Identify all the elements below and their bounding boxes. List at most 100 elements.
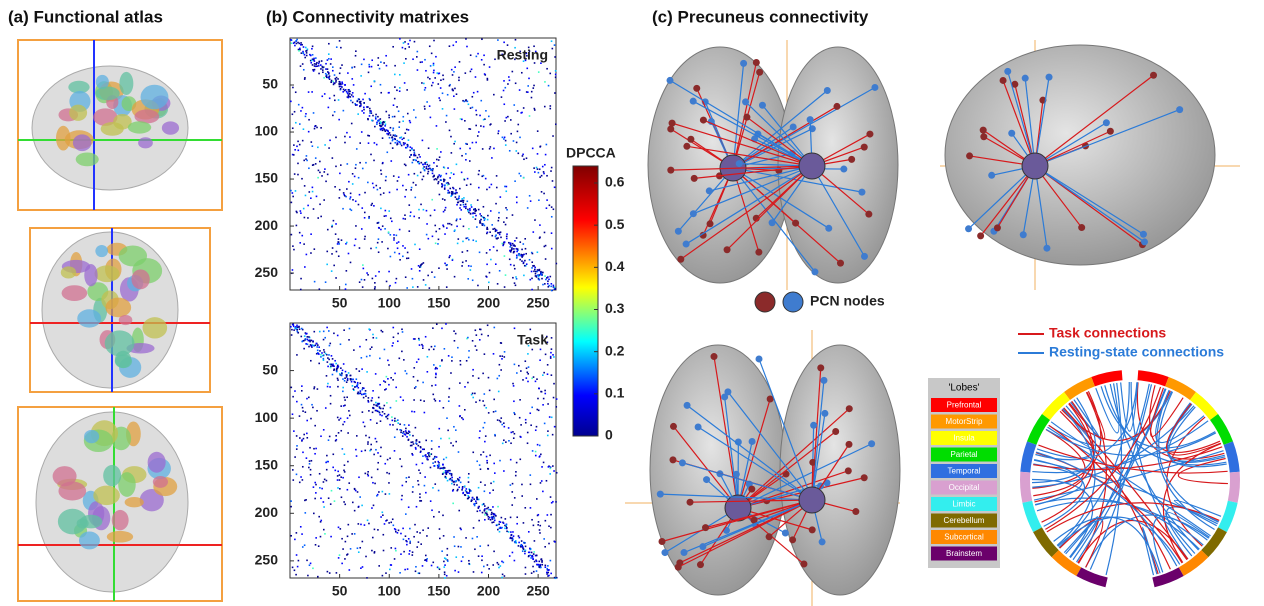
matrix-cell [453,481,455,483]
colorbar [573,166,598,436]
matrix-cell [418,541,420,543]
matrix-cell [344,84,346,86]
matrix-cell [476,334,478,336]
matrix-cell [546,568,548,570]
matrix-cell [323,501,325,503]
matrix-cell [308,167,310,169]
matrix-cell [319,61,321,63]
matrix-cell [520,112,522,114]
matrix-cell [519,399,521,401]
matrix-cell [531,407,533,409]
matrix-cell [471,68,473,70]
matrix-cell [437,183,439,185]
matrix-cell [459,218,461,220]
matrix-cell [367,471,369,473]
matrix-cell [364,217,366,219]
matrix-cell [449,438,451,440]
matrix-cell [459,477,461,479]
matrix-cell [410,211,412,213]
matrix-cell [442,515,444,517]
matrix-cell [305,333,307,335]
matrix-cell [338,255,340,257]
matrix-cell [429,287,431,289]
matrix-cell [472,239,474,241]
matrix-cell [540,454,542,456]
matrix-cell [319,161,321,163]
matrix-cell [389,424,391,426]
matrix-cell [384,413,386,415]
matrix-cell [354,66,356,68]
matrix-cell [335,363,337,365]
matrix-cell [447,190,449,192]
matrix-cell [368,328,370,330]
legend-node [755,292,775,312]
matrix-cell [433,465,435,467]
matrix-cell [393,237,395,239]
matrix-cell [342,387,344,389]
matrix-cell [325,353,327,355]
node [1103,119,1110,126]
matrix-cell [296,474,298,476]
matrix-cell [537,153,539,155]
ring-segment [1020,441,1036,472]
matrix-cell [475,125,477,127]
matrix-cell [535,429,537,431]
matrix-cell [328,58,330,60]
matrix-cell [556,263,558,265]
matrix-cell [346,396,348,398]
matrix-cell [410,189,412,191]
matrix-cell [447,223,449,225]
atlas-region [148,452,166,473]
matrix-cell [537,130,539,132]
matrix-cell [397,143,399,145]
matrix-cell [439,400,441,402]
matrix-cell [390,547,392,549]
matrix-cell [296,532,298,534]
matrix-cell [461,417,463,419]
lobe-label: Insula [953,434,975,443]
matrix-cell [546,480,548,482]
matrix-cell [520,546,522,548]
matrix-cell [350,100,352,102]
matrix-cell [393,175,395,177]
matrix-cell [311,345,313,347]
matrix-cell [351,209,353,211]
matrix-cell [547,565,549,567]
matrix-cell [398,176,400,178]
matrix-cell [359,382,361,384]
matrix-cell [468,265,470,267]
matrix-cell [531,552,533,554]
matrix-cell [416,531,418,533]
matrix-cell [381,125,383,127]
matrix-cell [298,104,300,106]
matrix-cell [489,249,491,251]
matrix-cell [311,340,313,342]
matrix-cell [382,511,384,513]
matrix-cell [431,385,433,387]
y-tick-label: 250 [255,552,279,568]
matrix-cell [362,99,364,101]
matrix-cell [306,420,308,422]
matrix-cell [359,247,361,249]
lobe-label: MotorStrip [946,417,983,426]
matrix-cell [547,280,549,282]
matrix-cell [301,341,303,343]
matrix-cell [322,71,324,73]
matrix-cell [329,343,331,345]
matrix-cell [519,241,521,243]
matrix-cell [330,58,332,60]
matrix-cell [402,331,404,333]
matrix-cell [500,342,502,344]
matrix-cell [513,385,515,387]
matrix-cell [352,385,354,387]
matrix-cell [391,220,393,222]
matrix-cell [533,167,535,169]
matrix-cell [423,448,425,450]
matrix-cell [421,61,423,63]
matrix-cell [373,205,375,207]
node [661,549,668,556]
matrix-cell [453,95,455,97]
matrix-cell [504,241,506,243]
matrix-cell [463,226,465,228]
matrix-cell [367,135,369,137]
